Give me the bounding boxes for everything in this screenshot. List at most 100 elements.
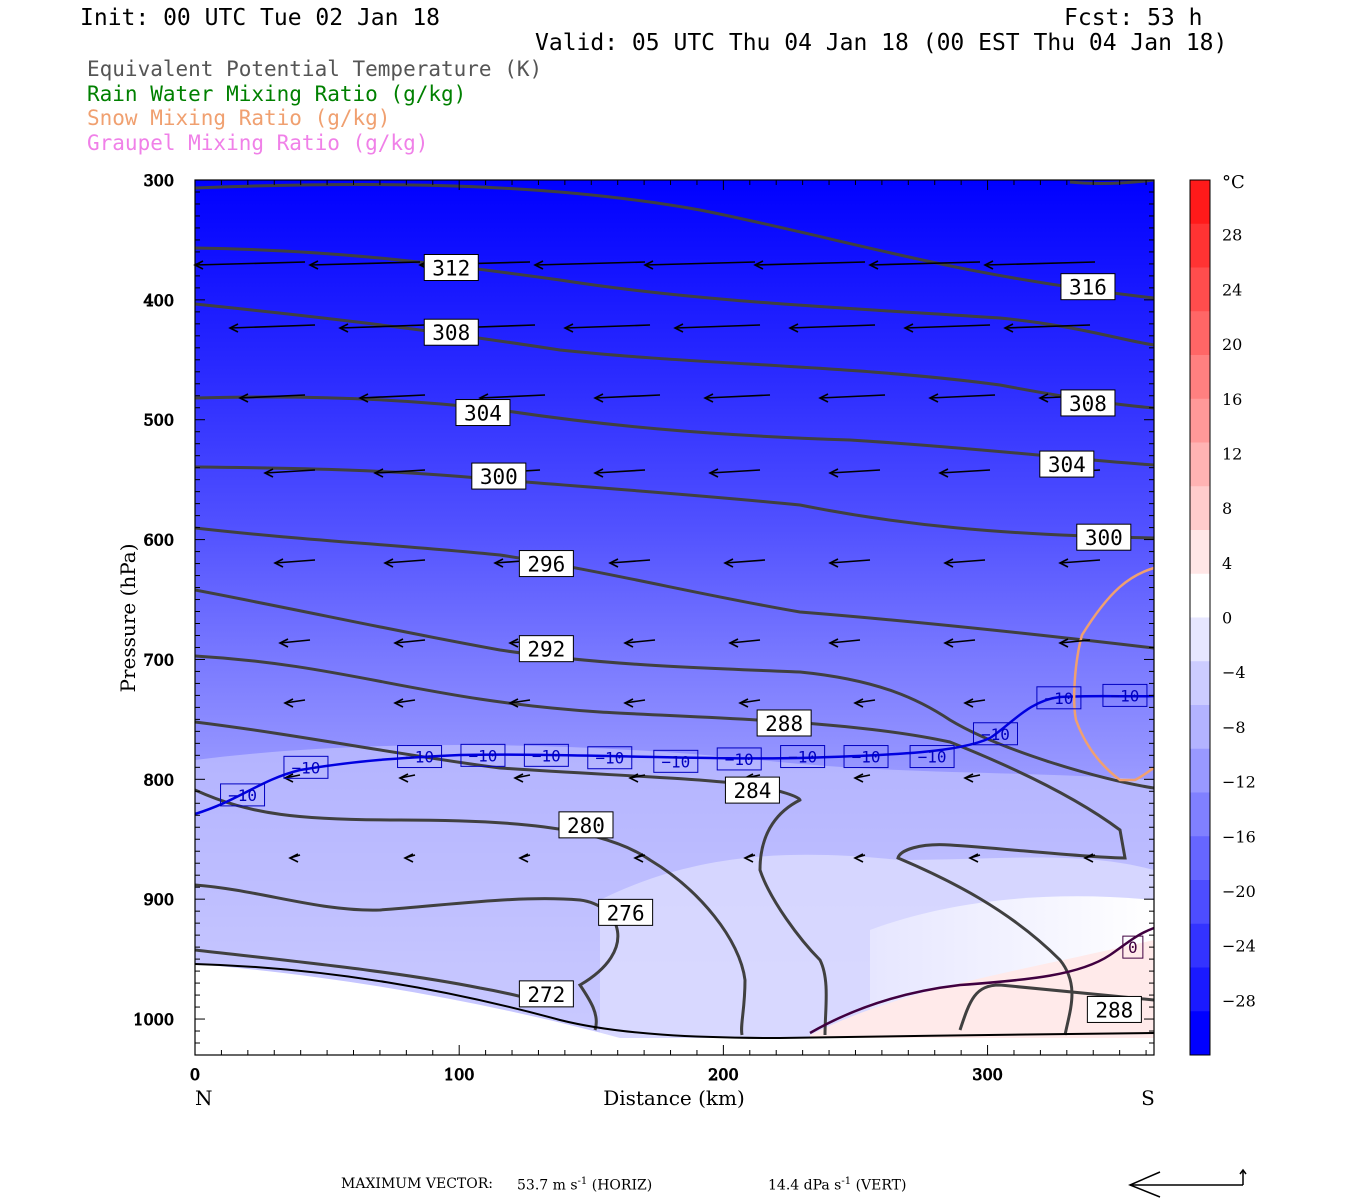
svg-text:304: 304	[464, 402, 502, 426]
wind-vector	[828, 558, 871, 568]
colorbar-swatch	[1190, 223, 1210, 268]
svg-text:−10: −10	[532, 746, 561, 765]
temperature-label: −10	[220, 783, 266, 807]
theta-e-contours	[195, 180, 1154, 1036]
wind-vector	[788, 323, 876, 333]
wind-vector	[373, 468, 426, 478]
wind-vector	[623, 638, 656, 648]
temperature-label: −10	[1102, 683, 1148, 707]
wind-vector	[708, 468, 761, 478]
colorbar-swatch	[1190, 398, 1210, 443]
svg-text:−10: −10	[1110, 686, 1139, 705]
svg-text:288: 288	[765, 712, 803, 736]
wind-vector	[533, 260, 646, 270]
svg-text:−10: −10	[788, 748, 817, 767]
colorbar-swatch	[1190, 836, 1210, 881]
temperature-label: −10	[587, 746, 633, 770]
wind-vector	[963, 773, 981, 783]
svg-text:284: 284	[733, 779, 771, 803]
wind-vector	[278, 638, 311, 648]
colorbar-swatch	[1190, 1011, 1210, 1056]
svg-text:−10: −10	[405, 748, 434, 767]
y-tick-label: 1000	[133, 1010, 174, 1029]
svg-text:276: 276	[607, 901, 645, 925]
wind-vector	[968, 853, 981, 863]
svg-text:−10: −10	[292, 758, 321, 777]
theta-e-contour	[195, 465, 1154, 540]
y-tick-label: 500	[143, 411, 174, 430]
theta-e-label: 284	[724, 776, 780, 804]
colorbar-swatch	[1190, 923, 1210, 968]
wind-vector	[518, 853, 531, 863]
plot-frame	[194, 179, 1155, 1056]
svg-text:300: 300	[1085, 526, 1123, 550]
theta-e-label: 276	[598, 898, 654, 926]
svg-text:−10: −10	[725, 750, 754, 769]
svg-text:−10: −10	[469, 746, 498, 765]
theta-e-label: 304	[455, 399, 511, 427]
wind-vector	[228, 323, 316, 333]
wind-vector	[728, 638, 761, 648]
theta-e-label: 272	[518, 980, 574, 1008]
wind-vector	[673, 323, 761, 333]
colorbar: 28 24 20 16 12 8 4 0 −4 −8 −12 −16 −20 −24 −28	[1189, 179, 1256, 1056]
wind-vector	[393, 638, 426, 648]
svg-text:−10: −10	[981, 725, 1010, 744]
forecast-hour: Fcst: 53 h	[1064, 5, 1203, 31]
legend-graupel: Graupel Mixing Ratio (g/kg)	[87, 131, 429, 155]
wind-vector	[513, 773, 531, 783]
isotherm-minus-10	[194, 694, 1155, 816]
wind-vector	[703, 393, 771, 403]
colorbar-tick-label: 20	[1222, 335, 1242, 354]
colorbar-swatch	[1190, 705, 1210, 750]
temperature-label: −10	[523, 743, 569, 767]
wind-vector	[903, 323, 991, 333]
colorbar-swatch	[1190, 486, 1210, 531]
colorbar-unit: °C	[1222, 172, 1245, 193]
colorbar-swatch	[1190, 311, 1210, 356]
wind-vector	[828, 468, 881, 478]
svg-text:308: 308	[1069, 392, 1107, 416]
colorbar-swatch	[1190, 792, 1210, 837]
colorbar-tick-label: 16	[1222, 390, 1242, 409]
theta-e-label: 312	[423, 254, 479, 281]
colorbar-tick-label: 4	[1222, 554, 1232, 573]
wind-vector	[868, 260, 981, 270]
svg-text:288: 288	[1095, 998, 1133, 1022]
theta-e-labels: 312 316 308 304 308 300 304 300 296 292 288 284 280 2…	[423, 254, 1142, 1023]
wind-vector	[1058, 558, 1101, 568]
surface-line	[194, 963, 1155, 1040]
theta-e-label: 300	[471, 462, 527, 490]
svg-text:296: 296	[527, 553, 565, 577]
colorbar-swatch	[1190, 267, 1210, 312]
temperature-label: −10	[972, 722, 1018, 746]
wind-vectors	[193, 260, 1106, 863]
svg-text:300: 300	[480, 465, 518, 489]
y-tick-label: 600	[143, 531, 174, 550]
svg-text:0: 0	[1128, 938, 1138, 957]
colorbar-swatch	[1190, 661, 1210, 706]
theta-e-contour	[195, 526, 1154, 650]
x-axis-title: Distance (km)	[603, 1086, 745, 1110]
temperature-labels: −10 −10 −10 −10 −10 −10 −10 −10 −10 −10 −10 −10 −10 −…	[220, 683, 1148, 959]
colorbar-swatch	[1190, 180, 1210, 225]
wind-vector	[593, 468, 646, 478]
theta-e-label: 280	[558, 811, 614, 839]
wind-vector	[828, 638, 861, 648]
colorbar-tick-label: −4	[1222, 663, 1246, 682]
wind-vector	[738, 698, 761, 708]
x-tick-label: 300	[972, 1065, 1003, 1084]
wind-vector	[563, 323, 651, 333]
south-label: S	[1141, 1086, 1155, 1110]
svg-text:272: 272	[527, 983, 565, 1007]
wind-vector	[623, 698, 646, 708]
theta-e-contour	[195, 588, 1154, 790]
svg-text:292: 292	[527, 638, 565, 662]
x-tick-label: 100	[444, 1065, 475, 1084]
wind-vector	[263, 468, 316, 478]
x-tick-label: 0	[190, 1065, 200, 1084]
temperature-label: −10	[283, 755, 329, 779]
y-axis-title: Pressure (hPa)	[116, 544, 140, 693]
wind-vector	[383, 558, 426, 568]
north-label: N	[195, 1086, 213, 1110]
